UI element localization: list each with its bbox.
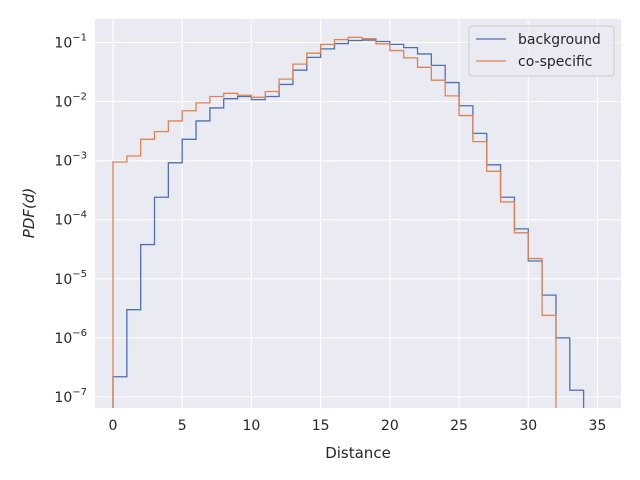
x-axis-label: Distance <box>325 444 391 462</box>
x-tick-label: 30 <box>519 418 537 434</box>
x-tick-label: 20 <box>381 418 399 434</box>
x-tick-label: 25 <box>450 418 468 434</box>
y-tick-label: 10−6 <box>54 328 87 347</box>
x-tick-labels: 0 5 10 15 20 25 30 35 <box>109 418 607 434</box>
y-tick-label: 10−2 <box>54 92 87 111</box>
y-tick-label: 10−4 <box>54 210 87 229</box>
legend-label-background: background <box>518 32 601 48</box>
y-tick-label: 10−5 <box>54 269 87 288</box>
plot-area <box>95 19 621 408</box>
y-tick-label: 10−1 <box>54 33 87 52</box>
legend: background co-specific <box>468 25 615 77</box>
series-layer <box>112 36 585 408</box>
x-tick-label: 0 <box>109 418 118 434</box>
x-tick-label: 10 <box>243 418 261 434</box>
x-tick-label: 35 <box>589 418 607 434</box>
series-co-specific <box>112 36 557 408</box>
y-tick-label: 10−7 <box>54 387 87 406</box>
y-tick-labels: 10−7 10−6 10−5 10−4 10−3 10−2 10−1 <box>54 33 87 406</box>
series-background <box>112 39 585 408</box>
legend-label-co-specific: co-specific <box>518 54 592 70</box>
y-tick-label: 10−3 <box>54 151 87 170</box>
y-axis-label: PDF(d) <box>20 188 38 238</box>
x-tick-label: 15 <box>312 418 330 434</box>
x-tick-label: 5 <box>178 418 187 434</box>
